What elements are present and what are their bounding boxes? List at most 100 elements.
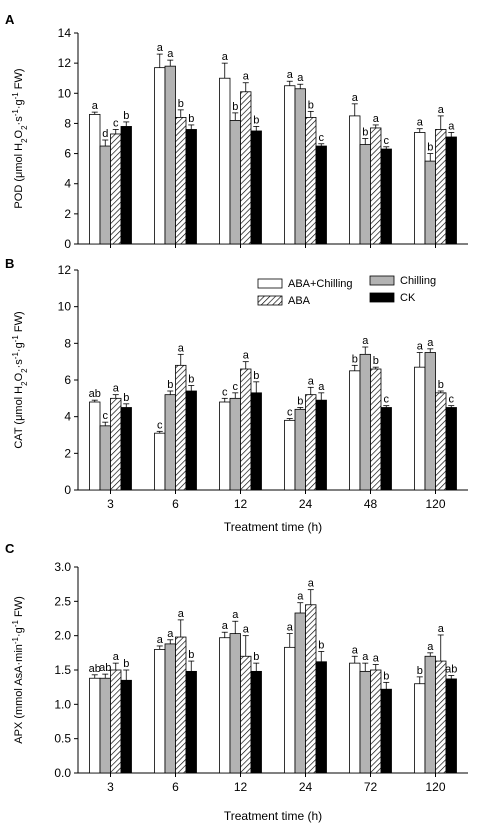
bar-aba <box>370 669 382 774</box>
y-tick-label: 0 <box>64 483 71 497</box>
y-tick-label: 1.5 <box>54 663 71 677</box>
significance-letter: a <box>178 608 185 620</box>
significance-letter: b <box>427 142 433 154</box>
significance-letter: a <box>287 622 294 634</box>
x-tick-label: 120 <box>425 780 445 794</box>
significance-letter: a <box>243 624 250 636</box>
bar-ck <box>250 130 262 245</box>
significance-letter: a <box>243 350 250 362</box>
significance-letter: b <box>253 651 259 663</box>
significance-letter: a <box>427 337 434 349</box>
significance-letter: b <box>318 639 324 651</box>
significance-letter: c <box>384 135 390 147</box>
x-tick-label: 3 <box>107 780 114 794</box>
significance-letter: a <box>178 342 185 354</box>
bar-aba <box>240 91 252 245</box>
bar-aba-chilling <box>89 401 101 491</box>
significance-letter: c <box>449 394 455 406</box>
bar-chilling <box>294 612 306 774</box>
legend: ABA+Chilling Chilling ABA CK <box>257 275 436 307</box>
bar-ck <box>185 390 197 491</box>
x-tick-label: 6 <box>172 780 179 794</box>
x-tick-label: 24 <box>299 780 313 794</box>
bar-ck <box>445 407 457 491</box>
significance-letter: a <box>308 578 315 590</box>
significance-letter: c <box>113 117 119 129</box>
significance-letter: b <box>123 392 129 404</box>
x-tick-label: 6 <box>172 497 179 511</box>
significance-letter: c <box>384 394 390 406</box>
bar-chilling <box>294 88 306 245</box>
bar-aba <box>175 364 187 491</box>
bar-chilling <box>424 655 436 774</box>
bar-ck <box>185 670 197 774</box>
significance-letter: ab <box>89 663 101 675</box>
significance-letter: a <box>427 641 434 653</box>
significance-letter: c <box>287 407 293 419</box>
bar-ck <box>250 670 262 774</box>
y-tick-label: 8 <box>64 336 71 350</box>
significance-letter: a <box>308 375 315 387</box>
bar-aba-chilling <box>349 370 361 491</box>
bar-aba <box>435 392 447 491</box>
significance-letter: b <box>438 379 444 391</box>
legend-label: CK <box>400 292 416 304</box>
significance-letter: b <box>188 113 194 125</box>
legend-swatch <box>369 292 395 303</box>
bar-ck <box>380 407 392 491</box>
significance-letter: a <box>113 651 120 663</box>
y-tick-label: 4 <box>64 177 71 191</box>
significance-letter: a <box>222 620 229 632</box>
bar-chilling <box>229 397 241 491</box>
bar-aba <box>110 133 122 245</box>
bar-aba <box>305 117 317 245</box>
bar-ck <box>120 407 132 491</box>
significance-letter: a <box>232 609 239 621</box>
x-axis-label: Treatment time (h) <box>224 520 322 534</box>
significance-letter: a <box>438 104 445 116</box>
y-tick-label: 4 <box>64 410 71 424</box>
x-tick-label: 12 <box>234 780 248 794</box>
significance-letter: d <box>102 128 108 140</box>
significance-letter: b <box>308 99 314 111</box>
significance-letter: b <box>417 665 423 677</box>
bar-chilling <box>359 144 371 245</box>
significance-letter: b <box>373 355 379 367</box>
significance-letter: a <box>373 653 380 665</box>
bar-aba <box>435 129 447 245</box>
bar-aba <box>175 117 187 245</box>
y-axis-label: CAT (μmol H2O2·s-1·g-1 FW) <box>11 311 29 448</box>
significance-letter: a <box>297 72 304 84</box>
bar-chilling <box>424 352 436 491</box>
significance-letter: b <box>362 127 368 139</box>
bar-chilling <box>164 394 176 491</box>
bar-aba-chilling <box>349 115 361 245</box>
significance-letter: a <box>352 644 359 656</box>
bar-chilling <box>99 425 111 491</box>
legend-swatch <box>257 278 283 289</box>
significance-letter: b <box>123 110 129 122</box>
y-tick-label: 0.5 <box>54 732 71 746</box>
y-tick-label: 10 <box>58 86 72 100</box>
y-tick-label: 1.0 <box>54 697 71 711</box>
bar-aba-chilling <box>349 662 361 774</box>
x-axis-label: Treatment time (h) <box>224 809 322 823</box>
y-axis-label: APX (mmol AsA·min-1·g-1 FW) <box>11 596 26 744</box>
significance-letter: a <box>373 113 380 125</box>
significance-letter: a <box>448 120 455 132</box>
bar-ck <box>315 661 327 774</box>
significance-letter: a <box>362 335 369 347</box>
y-tick-label: 3.0 <box>54 560 71 574</box>
bar-aba-chilling <box>154 432 166 491</box>
bar-chilling <box>229 120 241 245</box>
y-tick-label: 2 <box>64 207 71 221</box>
x-tick-label: 12 <box>234 497 248 511</box>
significance-letter: ab <box>99 662 111 674</box>
y-axis-label: POD (μmol H2O2·s-1·g-1 FW) <box>11 68 29 208</box>
bar-ck <box>315 399 327 491</box>
bar-chilling <box>99 677 111 774</box>
significance-letter: a <box>113 383 120 395</box>
panel-letter: C <box>5 541 15 556</box>
significance-letter: b <box>167 379 173 391</box>
